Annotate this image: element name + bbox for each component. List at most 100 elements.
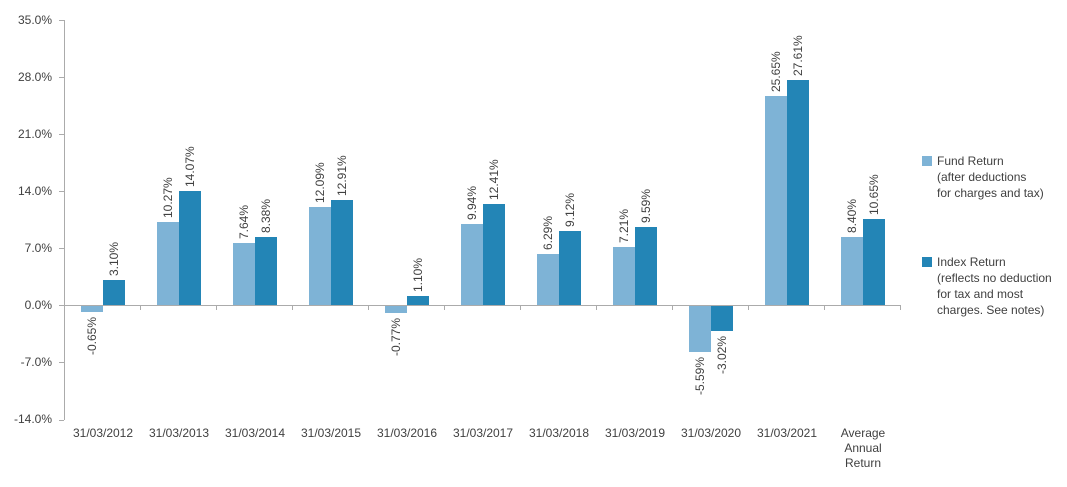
bar-value-label: 12.09% — [313, 162, 327, 203]
bar-fund — [157, 221, 179, 306]
bar-fund — [537, 254, 559, 306]
bar-value-text: 6.29% — [541, 216, 555, 251]
bar-fund — [309, 206, 331, 306]
legend-item: Index Return (reflects no deduction for ta… — [922, 254, 1067, 318]
y-tick-label: 7.0% — [24, 240, 52, 255]
bar-index — [255, 237, 277, 306]
legend-label-line: (reflects no deduction — [937, 271, 1052, 285]
y-axis-line — [64, 20, 65, 420]
x-category-label: Average Annual Return — [840, 426, 886, 470]
x-axis-tick — [900, 305, 901, 311]
bar-value-text: 25.65% — [769, 51, 783, 93]
bar-index — [483, 204, 505, 306]
y-axis-tick — [59, 362, 64, 364]
bar-fund — [613, 246, 635, 306]
bar-value-label: 7.21% — [617, 209, 631, 243]
y-axis-tick — [59, 248, 64, 250]
bar-value-label: 7.64% — [237, 205, 251, 239]
bar-index — [331, 200, 353, 306]
y-tick-label: 35.0% — [17, 12, 52, 27]
y-tick-label: 14.0% — [17, 183, 52, 198]
bar-fund — [233, 243, 255, 306]
x-axis-line — [64, 305, 900, 307]
legend-label-line: for tax and most — [937, 287, 1024, 301]
bar-value-text: 7.64% — [237, 205, 251, 240]
bar-index — [863, 218, 885, 306]
x-axis-tick — [140, 305, 141, 311]
bar-value-text: -0.77% — [389, 317, 403, 356]
bar-value-text: 9.59% — [639, 189, 653, 224]
bar-value-text: 12.09% — [313, 162, 327, 203]
bar-index — [179, 190, 201, 306]
bar-value-text: 12.91% — [335, 155, 349, 197]
x-axis-tick — [748, 305, 749, 311]
bar-value-label: 1.10% — [411, 258, 425, 292]
bar-fund — [461, 224, 483, 306]
x-axis-tick — [292, 305, 293, 311]
bar-value-label: -5.59% — [693, 357, 707, 395]
legend-label-line: Index Return — [937, 255, 1006, 269]
bar-fund — [385, 306, 407, 313]
bar-value-text: 27.61% — [791, 35, 805, 77]
bar-value-text: 12.41% — [487, 159, 501, 201]
x-category-label: 31/03/2018 — [528, 426, 590, 440]
bar-value-text: -0.65% — [85, 316, 99, 355]
legend-label: Fund Return (after deductions for charges … — [937, 153, 1044, 201]
bar-index — [407, 296, 429, 306]
bar-fund — [689, 306, 711, 352]
y-axis-tick — [59, 419, 64, 421]
x-axis-tick — [672, 305, 673, 311]
y-axis-tick — [59, 77, 64, 79]
bar-value-label: -0.65% — [85, 317, 99, 355]
x-axis-tick — [824, 305, 825, 311]
y-tick-label: 21.0% — [17, 126, 52, 141]
bar-value-label: 25.65% — [769, 51, 783, 92]
bar-value-text: 10.27% — [161, 176, 175, 218]
x-category-label: 31/03/2013 — [148, 426, 210, 440]
x-category-label: 31/03/2019 — [604, 426, 666, 440]
bar-value-text: -5.59% — [693, 356, 707, 395]
bar-fund — [841, 236, 863, 306]
x-category-label: 31/03/2017 — [452, 426, 514, 440]
x-axis-tick — [444, 305, 445, 311]
bar-value-label: 10.65% — [867, 174, 881, 215]
bar-value-text: 14.07% — [183, 145, 197, 187]
bar-value-label: 3.10% — [107, 242, 121, 276]
y-axis-tick — [59, 191, 64, 193]
x-category-label: 31/03/2021 — [756, 426, 818, 440]
bar-value-label: 8.38% — [259, 199, 273, 233]
y-tick-label: -7.0% — [20, 354, 52, 369]
legend-swatch-icon — [922, 156, 932, 166]
bar-value-text: 1.10% — [411, 258, 425, 293]
bar-value-label: 27.61% — [791, 36, 805, 77]
bar-value-label: 6.29% — [541, 216, 555, 250]
bar-value-label: 12.41% — [487, 159, 501, 200]
y-tick-label: 0.0% — [24, 297, 52, 312]
bar-index — [559, 231, 581, 306]
y-tick-label: -14.0% — [13, 412, 52, 426]
bar-index — [635, 227, 657, 306]
x-axis-tick — [64, 305, 65, 311]
legend-label-line: for charges and tax) — [937, 186, 1044, 200]
bar-index — [711, 306, 733, 331]
bar-fund — [81, 306, 103, 312]
bar-value-label: 9.59% — [639, 189, 653, 223]
x-category-label: 31/03/2016 — [376, 426, 438, 440]
bar-value-text: 10.65% — [867, 173, 881, 215]
y-tick-label: 28.0% — [17, 69, 52, 84]
x-axis-tick — [368, 305, 369, 311]
bar-value-text: 9.94% — [465, 186, 479, 221]
y-axis-tick — [59, 134, 64, 136]
y-axis-tick — [59, 20, 64, 21]
bar-value-label: 8.40% — [845, 199, 859, 233]
bar-value-label: 14.07% — [183, 146, 197, 187]
legend-item: Fund Return (after deductions for charges … — [922, 153, 1067, 201]
x-category-label: 31/03/2015 — [300, 426, 362, 440]
x-category-label: 31/03/2020 — [680, 426, 742, 440]
x-category-label: 31/03/2012 — [72, 426, 134, 440]
legend-label-line: (after deductions — [937, 170, 1027, 184]
bar-value-text: 8.38% — [259, 198, 273, 233]
bar-fund — [765, 96, 787, 306]
bar-value-text: -3.02% — [715, 336, 729, 375]
